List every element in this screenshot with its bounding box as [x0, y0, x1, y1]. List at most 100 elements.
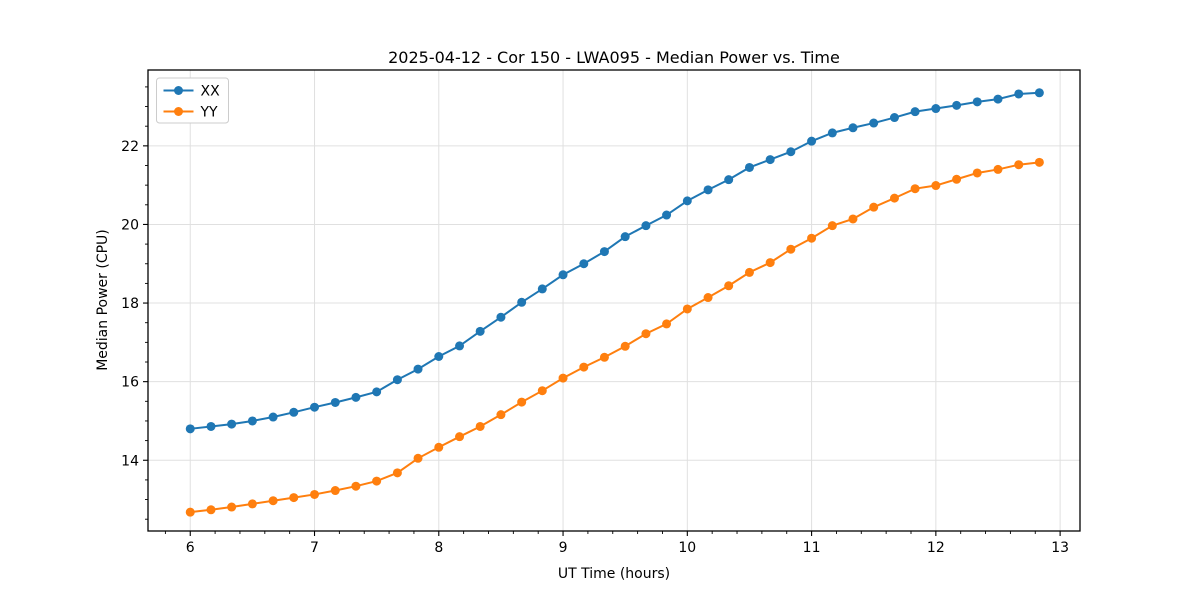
- data-point: [993, 164, 1003, 174]
- data-point: [247, 416, 257, 426]
- chart-title: 2025-04-12 - Cor 150 - LWA095 - Median P…: [388, 48, 840, 67]
- x-tick-label: 8: [434, 540, 443, 556]
- data-point: [786, 244, 796, 254]
- data-point: [703, 293, 713, 303]
- y-tick-label: 20: [121, 217, 139, 233]
- y-tick-label: 18: [121, 296, 139, 312]
- data-point: [869, 202, 879, 212]
- data-point: [351, 481, 361, 491]
- data-point: [392, 375, 402, 385]
- x-tick-label: 6: [186, 540, 195, 556]
- x-tick-label: 12: [927, 540, 945, 556]
- data-point: [496, 410, 506, 420]
- data-point: [185, 507, 195, 517]
- data-point: [620, 232, 630, 242]
- data-point: [1014, 89, 1024, 99]
- data-point: [972, 97, 982, 107]
- data-point: [455, 341, 465, 351]
- data-point: [682, 304, 692, 314]
- data-point: [972, 168, 982, 178]
- data-point: [206, 421, 216, 431]
- data-point: [558, 373, 568, 383]
- data-point: [413, 453, 423, 463]
- data-point: [455, 432, 465, 442]
- data-point: [724, 281, 734, 291]
- data-point: [599, 247, 609, 257]
- data-point: [1034, 157, 1044, 167]
- data-point: [641, 329, 651, 339]
- y-tick-label: 22: [121, 139, 139, 155]
- data-point: [744, 267, 754, 277]
- data-point: [807, 136, 817, 146]
- data-point: [599, 352, 609, 362]
- data-point: [330, 397, 340, 407]
- data-point: [662, 210, 672, 220]
- legend-marker: [174, 107, 183, 116]
- data-point: [206, 505, 216, 515]
- data-point: [931, 181, 941, 191]
- data-point: [1034, 88, 1044, 98]
- data-point: [517, 397, 527, 407]
- data-point: [765, 258, 775, 268]
- data-point: [372, 387, 382, 397]
- data-point: [848, 123, 858, 133]
- data-point: [807, 233, 817, 243]
- data-point: [351, 392, 361, 402]
- data-point: [620, 341, 630, 351]
- data-point: [765, 155, 775, 165]
- plot-border: [147, 69, 1081, 532]
- data-point: [579, 259, 589, 269]
- data-point: [703, 185, 713, 195]
- y-tick-label: 14: [121, 453, 139, 469]
- data-point: [310, 402, 320, 412]
- data-point: [413, 364, 423, 374]
- data-point: [952, 174, 962, 184]
- legend-marker: [174, 86, 183, 95]
- data-point: [993, 94, 1003, 104]
- data-point: [537, 284, 547, 294]
- data-point: [434, 352, 444, 362]
- series-lines: [185, 88, 1044, 517]
- x-tick-label: 7: [310, 540, 319, 556]
- data-point: [952, 100, 962, 110]
- data-point: [579, 362, 589, 372]
- data-point: [310, 489, 320, 499]
- data-point: [827, 221, 837, 231]
- data-point: [744, 162, 754, 172]
- data-point: [889, 193, 899, 203]
- x-tick-labels: 6 7 8 9 10 11 12 13: [186, 540, 1069, 556]
- data-point: [247, 499, 257, 509]
- legend: XX YY: [156, 77, 229, 124]
- data-point: [558, 270, 568, 280]
- legend-label: XX: [201, 84, 221, 100]
- data-point: [537, 386, 547, 396]
- data-point: [330, 486, 340, 496]
- data-point: [682, 196, 692, 206]
- data-point: [910, 184, 920, 194]
- data-point: [848, 214, 858, 224]
- data-point: [786, 147, 796, 157]
- data-point: [1014, 160, 1024, 170]
- x-axis-label: UT Time (hours): [558, 566, 670, 582]
- data-point: [185, 424, 195, 434]
- x-tick-label: 9: [559, 540, 568, 556]
- data-point: [475, 421, 485, 431]
- data-point: [227, 502, 237, 512]
- x-tick-label: 10: [678, 540, 696, 556]
- legend-label: YY: [200, 105, 219, 121]
- y-tick-labels: 14 16 18 20 22: [121, 139, 139, 469]
- x-tick-label: 11: [803, 540, 821, 556]
- y-tick-label: 16: [121, 375, 139, 391]
- data-point: [931, 104, 941, 114]
- data-point: [910, 107, 920, 117]
- data-point: [724, 175, 734, 185]
- data-point: [641, 221, 651, 231]
- data-point: [289, 493, 299, 503]
- data-point: [268, 412, 278, 422]
- data-point: [662, 319, 672, 329]
- data-point: [372, 476, 382, 486]
- data-point: [889, 113, 899, 123]
- y-axis-label: Median Power (CPU): [95, 229, 111, 371]
